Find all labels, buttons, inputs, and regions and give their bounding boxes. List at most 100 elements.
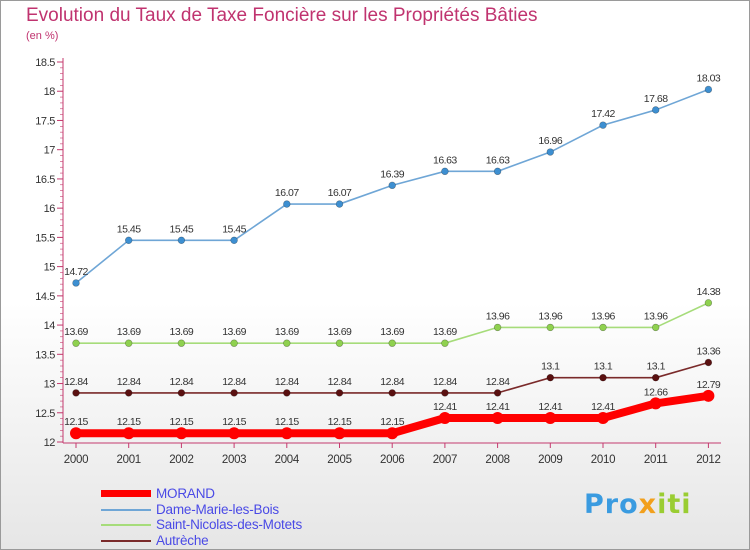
data-point — [72, 389, 80, 397]
data-label: 12.15 — [380, 416, 404, 428]
data-label: 13.96 — [486, 310, 510, 322]
data-label: 13.69 — [222, 326, 246, 338]
data-point — [175, 427, 188, 440]
data-label: 13.69 — [275, 326, 299, 338]
data-label: 12.84 — [222, 376, 246, 388]
data-label: 12.79 — [697, 379, 721, 391]
x-tick-label: 2004 — [275, 454, 300, 466]
y-tick-label: 18 — [44, 86, 56, 98]
data-label: 13.96 — [538, 310, 562, 322]
data-point — [388, 181, 396, 190]
data-point — [177, 236, 186, 245]
data-label: 13.36 — [697, 345, 721, 357]
chart-title: Evolution du Taux de Taxe Foncière sur l… — [26, 5, 538, 26]
legend-label-dame-marie-les-bois: Dame-Marie-les-Bois — [156, 501, 279, 517]
data-point — [493, 167, 502, 176]
data-point — [441, 339, 449, 347]
x-tick-label: 2007 — [433, 454, 457, 466]
data-point — [438, 412, 451, 425]
data-point — [72, 279, 80, 287]
x-tick-label: 2002 — [169, 454, 193, 466]
data-point — [651, 106, 660, 114]
data-label: 12.41 — [433, 401, 457, 413]
y-tick-label: 13.5 — [35, 349, 55, 361]
data-point — [283, 200, 291, 208]
x-tick-label: 2010 — [591, 454, 615, 466]
data-point — [122, 427, 135, 440]
x-tick-label: 2006 — [380, 454, 404, 466]
x-tick-label: 2001 — [117, 454, 141, 466]
proxiti-logo: Proxiti — [584, 489, 692, 520]
data-label: 17.42 — [591, 108, 615, 120]
y-tick-label: 16 — [44, 203, 56, 215]
data-label: 12.15 — [64, 416, 88, 428]
data-point — [335, 339, 344, 347]
data-label: 12.84 — [433, 376, 457, 388]
data-label: 16.07 — [328, 187, 352, 199]
data-label: 12.15 — [275, 416, 299, 428]
data-label: 15.45 — [222, 223, 246, 235]
data-point — [546, 323, 554, 332]
data-point — [388, 339, 396, 347]
data-label: 13.1 — [594, 361, 613, 373]
data-point — [230, 339, 238, 347]
data-point — [493, 323, 502, 332]
data-point — [491, 412, 504, 425]
data-label: 17.68 — [644, 93, 668, 105]
data-point — [70, 427, 82, 440]
data-label: 14.72 — [64, 266, 88, 278]
data-label: 16.07 — [275, 187, 299, 199]
data-label: 12.15 — [117, 416, 141, 428]
data-label: 12.84 — [486, 376, 510, 388]
y-tick-label: 17.5 — [35, 115, 55, 127]
legend-swatch-morand — [101, 490, 151, 497]
data-label: 13.96 — [591, 310, 615, 322]
data-point — [283, 389, 291, 397]
data-point — [546, 148, 554, 156]
data-point — [333, 427, 346, 440]
data-point — [702, 389, 715, 402]
x-tick-label: 2003 — [222, 454, 246, 466]
y-tick-label: 14 — [44, 320, 56, 332]
y-tick-label: 13 — [44, 379, 56, 391]
data-label: 12.15 — [170, 416, 194, 428]
data-point — [230, 236, 238, 245]
data-point — [441, 389, 449, 397]
data-label: 13.96 — [644, 310, 668, 322]
y-tick-label: 12 — [44, 437, 56, 449]
data-label: 16.63 — [433, 154, 457, 166]
data-label: 12.41 — [538, 401, 562, 413]
data-point — [124, 389, 133, 397]
data-point — [544, 412, 557, 425]
data-point — [599, 373, 607, 382]
data-point — [651, 373, 660, 382]
data-point — [335, 389, 344, 397]
data-point — [124, 339, 133, 347]
data-point — [493, 389, 502, 397]
data-point — [124, 236, 133, 245]
legend-label-autreche: Autrèche — [156, 532, 209, 548]
data-label: 12.15 — [222, 416, 246, 428]
data-point — [704, 299, 713, 307]
data-label: 13.1 — [541, 361, 560, 373]
data-label: 14.38 — [697, 286, 721, 298]
data-point — [335, 200, 344, 208]
data-point — [441, 167, 449, 176]
data-label: 13.69 — [170, 326, 194, 338]
y-tick-label: 12.5 — [35, 408, 55, 420]
x-tick-label: 2008 — [485, 454, 509, 466]
data-point — [283, 339, 291, 347]
data-label: 12.41 — [486, 401, 510, 413]
data-label: 15.45 — [117, 223, 141, 235]
legend-swatch-dame-marie-les-bois — [101, 508, 151, 511]
legend-swatch-saint-nicolas-des-motets — [101, 524, 151, 526]
data-point — [228, 427, 241, 440]
data-label: 12.84 — [170, 376, 194, 388]
data-point — [597, 412, 609, 425]
y-tick-label: 15 — [44, 262, 56, 274]
chart-unit-label: (en %) — [26, 30, 59, 42]
data-label: 12.84 — [380, 376, 404, 388]
data-label: 13.1 — [646, 361, 665, 373]
data-label: 13.69 — [117, 326, 141, 338]
y-tick-label: 16.5 — [35, 174, 55, 186]
